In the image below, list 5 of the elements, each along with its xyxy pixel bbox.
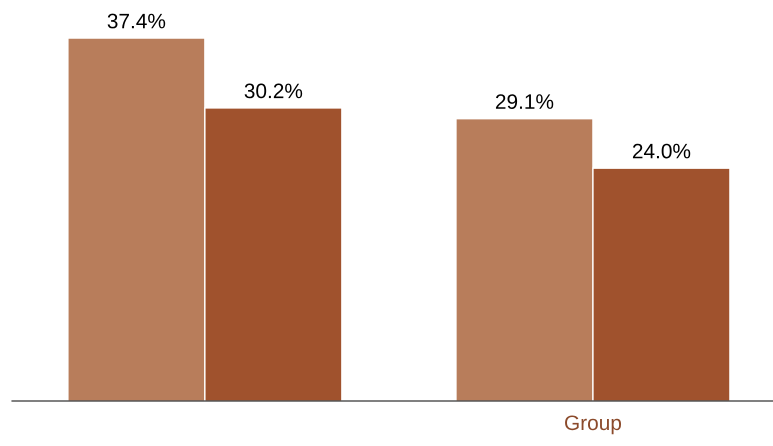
data-label: 30.2% xyxy=(244,84,302,98)
data-label: 24.0% xyxy=(632,144,690,158)
data-label: 37.4% xyxy=(108,14,166,28)
data-label: 29.1% xyxy=(496,94,554,109)
x-tick-label: Group xyxy=(565,415,622,434)
